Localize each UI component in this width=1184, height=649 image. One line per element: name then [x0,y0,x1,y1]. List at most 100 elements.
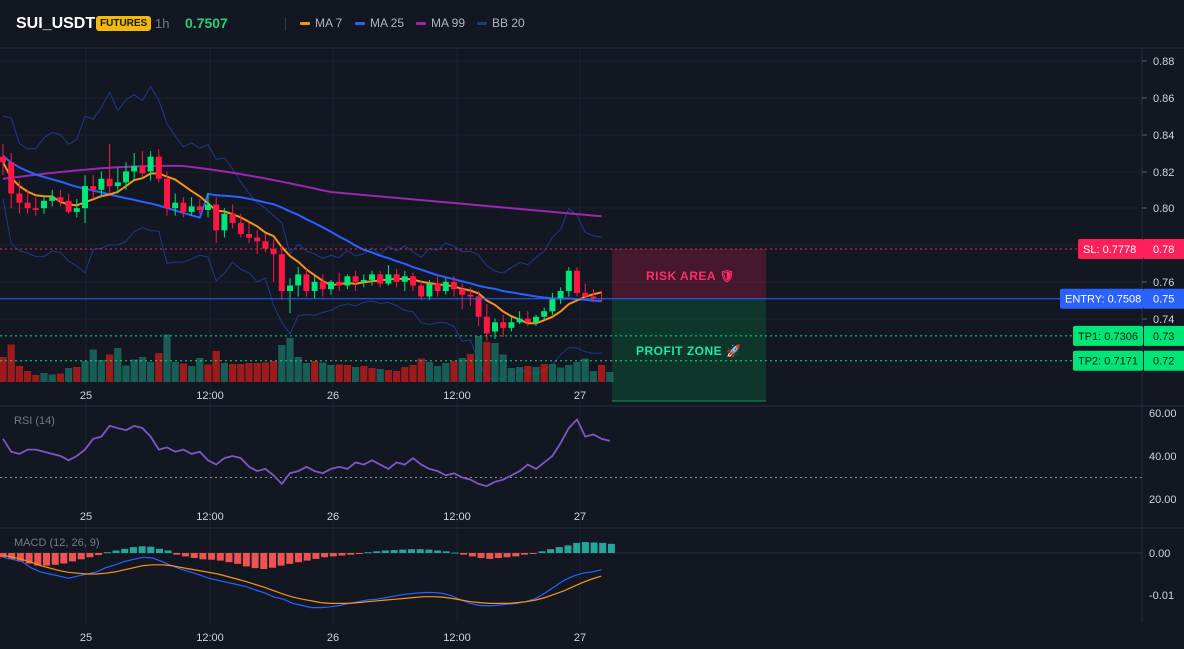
macd-histogram-bar [486,553,494,559]
macd-histogram-bar [234,553,242,564]
macd-histogram-bar [555,547,563,553]
legend-ma25-label: MA 25 [370,16,405,30]
legend-bb20[interactable]: BB 20 [477,16,525,30]
macd-histogram-bar [381,550,389,553]
candle-body [574,270,580,293]
price-axis-tags: SL: 0.7778 0.78 ENTRY: 0.7508 0.75 TP1: 0.73… [1060,239,1184,371]
legend-ma99[interactable]: MA 99 [416,16,465,30]
candle-body [475,296,482,317]
macd-histogram-bar [43,553,50,566]
candle-body [213,204,220,231]
macd-histogram-bar [103,552,111,554]
macd-histogram-bar [286,553,294,564]
candle-body [57,197,64,201]
volume-bar [261,362,269,382]
ma25-line [2,155,602,303]
macd-histogram-bar [60,553,68,564]
macd-histogram-bar [86,553,94,558]
macd-histogram-bar [312,553,320,559]
candle-body [205,204,211,210]
candle-body [377,274,384,284]
macd-histogram-bar [468,553,476,557]
volume-bar [229,364,237,382]
candle-body [541,311,548,317]
volume-bar [491,343,499,382]
macd-histogram-bar [25,553,33,564]
volume-bar [48,374,56,382]
candle-body [385,274,392,284]
macd-histogram-bar [8,553,16,560]
macd-histogram-bar [156,548,163,553]
macd-histogram-bar [147,546,155,553]
candle-body [533,316,539,323]
macd-histogram-bar [277,553,285,566]
candle-body [237,222,244,234]
candle-body [180,202,187,212]
legend-ma99-swatch [416,21,426,25]
moving-averages [2,155,602,325]
time-tick-label: 26 [327,390,339,402]
volume-bar [138,357,146,382]
candle-body [319,281,326,290]
candle-body [500,322,507,328]
profit-zone-label: PROFIT ZONE 🚀 [636,344,741,358]
time-axis-main: 25 12:00 26 12:00 27 [80,390,586,402]
price-tag-box [1060,288,1144,309]
macd-histogram-bar [451,552,459,554]
time-tick-label: 26 [327,511,339,523]
volume-bar [573,362,581,382]
volume-bar [401,367,409,382]
candle-body [483,316,490,334]
volume-bar [548,364,556,382]
macd-histogram-bar [208,553,216,560]
volume-bar [155,353,163,382]
time-tick-label: 27 [574,390,586,402]
volume-bar [409,365,417,382]
candle-body [311,281,318,291]
macd-histogram-bar [416,549,424,553]
price-tag-label: ENTRY: 0.7508 [1065,294,1141,306]
volume-bar [327,365,335,382]
macd-histogram-bar [173,553,181,555]
legend-ma7[interactable]: MA 7 [300,16,342,30]
candle-body [221,213,228,231]
time-tick-label: 26 [327,632,339,644]
legend-ma25[interactable]: MA 25 [355,16,404,30]
macd-histogram-bar [512,553,520,557]
volume-bar [220,363,228,382]
candle-body [524,318,531,323]
macd-signal-line [2,554,602,604]
volume-bar [311,361,319,382]
candle-body [49,197,56,201]
candle-body [336,281,343,286]
rsi-axis-ticks: 60.00 40.00 20.00 [1149,408,1177,506]
volume-bar [89,349,97,382]
volume-bar [475,336,483,382]
volume-bar [237,364,245,382]
volume-bar [466,354,474,382]
timeframe-label[interactable]: 1h [155,16,170,31]
candle-body [565,270,572,291]
candle-body [164,178,170,209]
price-tag-value: 0.72 [1153,356,1174,368]
volume-bar [188,366,196,382]
volume-bar [450,361,458,382]
price-tick-label: 0.76 [1153,277,1174,289]
bb-upper-line [2,85,602,274]
macd-line [2,556,602,609]
price-tag-value-box [1144,350,1184,371]
volume-bar [589,371,597,382]
candlesticks[interactable] [0,143,605,341]
volume-bar [147,362,155,382]
volume-bar [196,358,204,382]
candle-body [410,276,416,286]
volume-bar [393,371,401,382]
macd-histogram-bar [164,550,172,553]
candle-body [516,318,523,323]
macd-histogram-bar [112,550,120,553]
chart-header: SUI_USDT FUTURES 1h 0.7507 MA 7 MA 25 MA… [0,0,1184,48]
symbol-name[interactable]: SUI_USDT [16,15,96,32]
macd-histogram-bar [182,553,189,557]
macd-histogram-bar [260,553,268,569]
